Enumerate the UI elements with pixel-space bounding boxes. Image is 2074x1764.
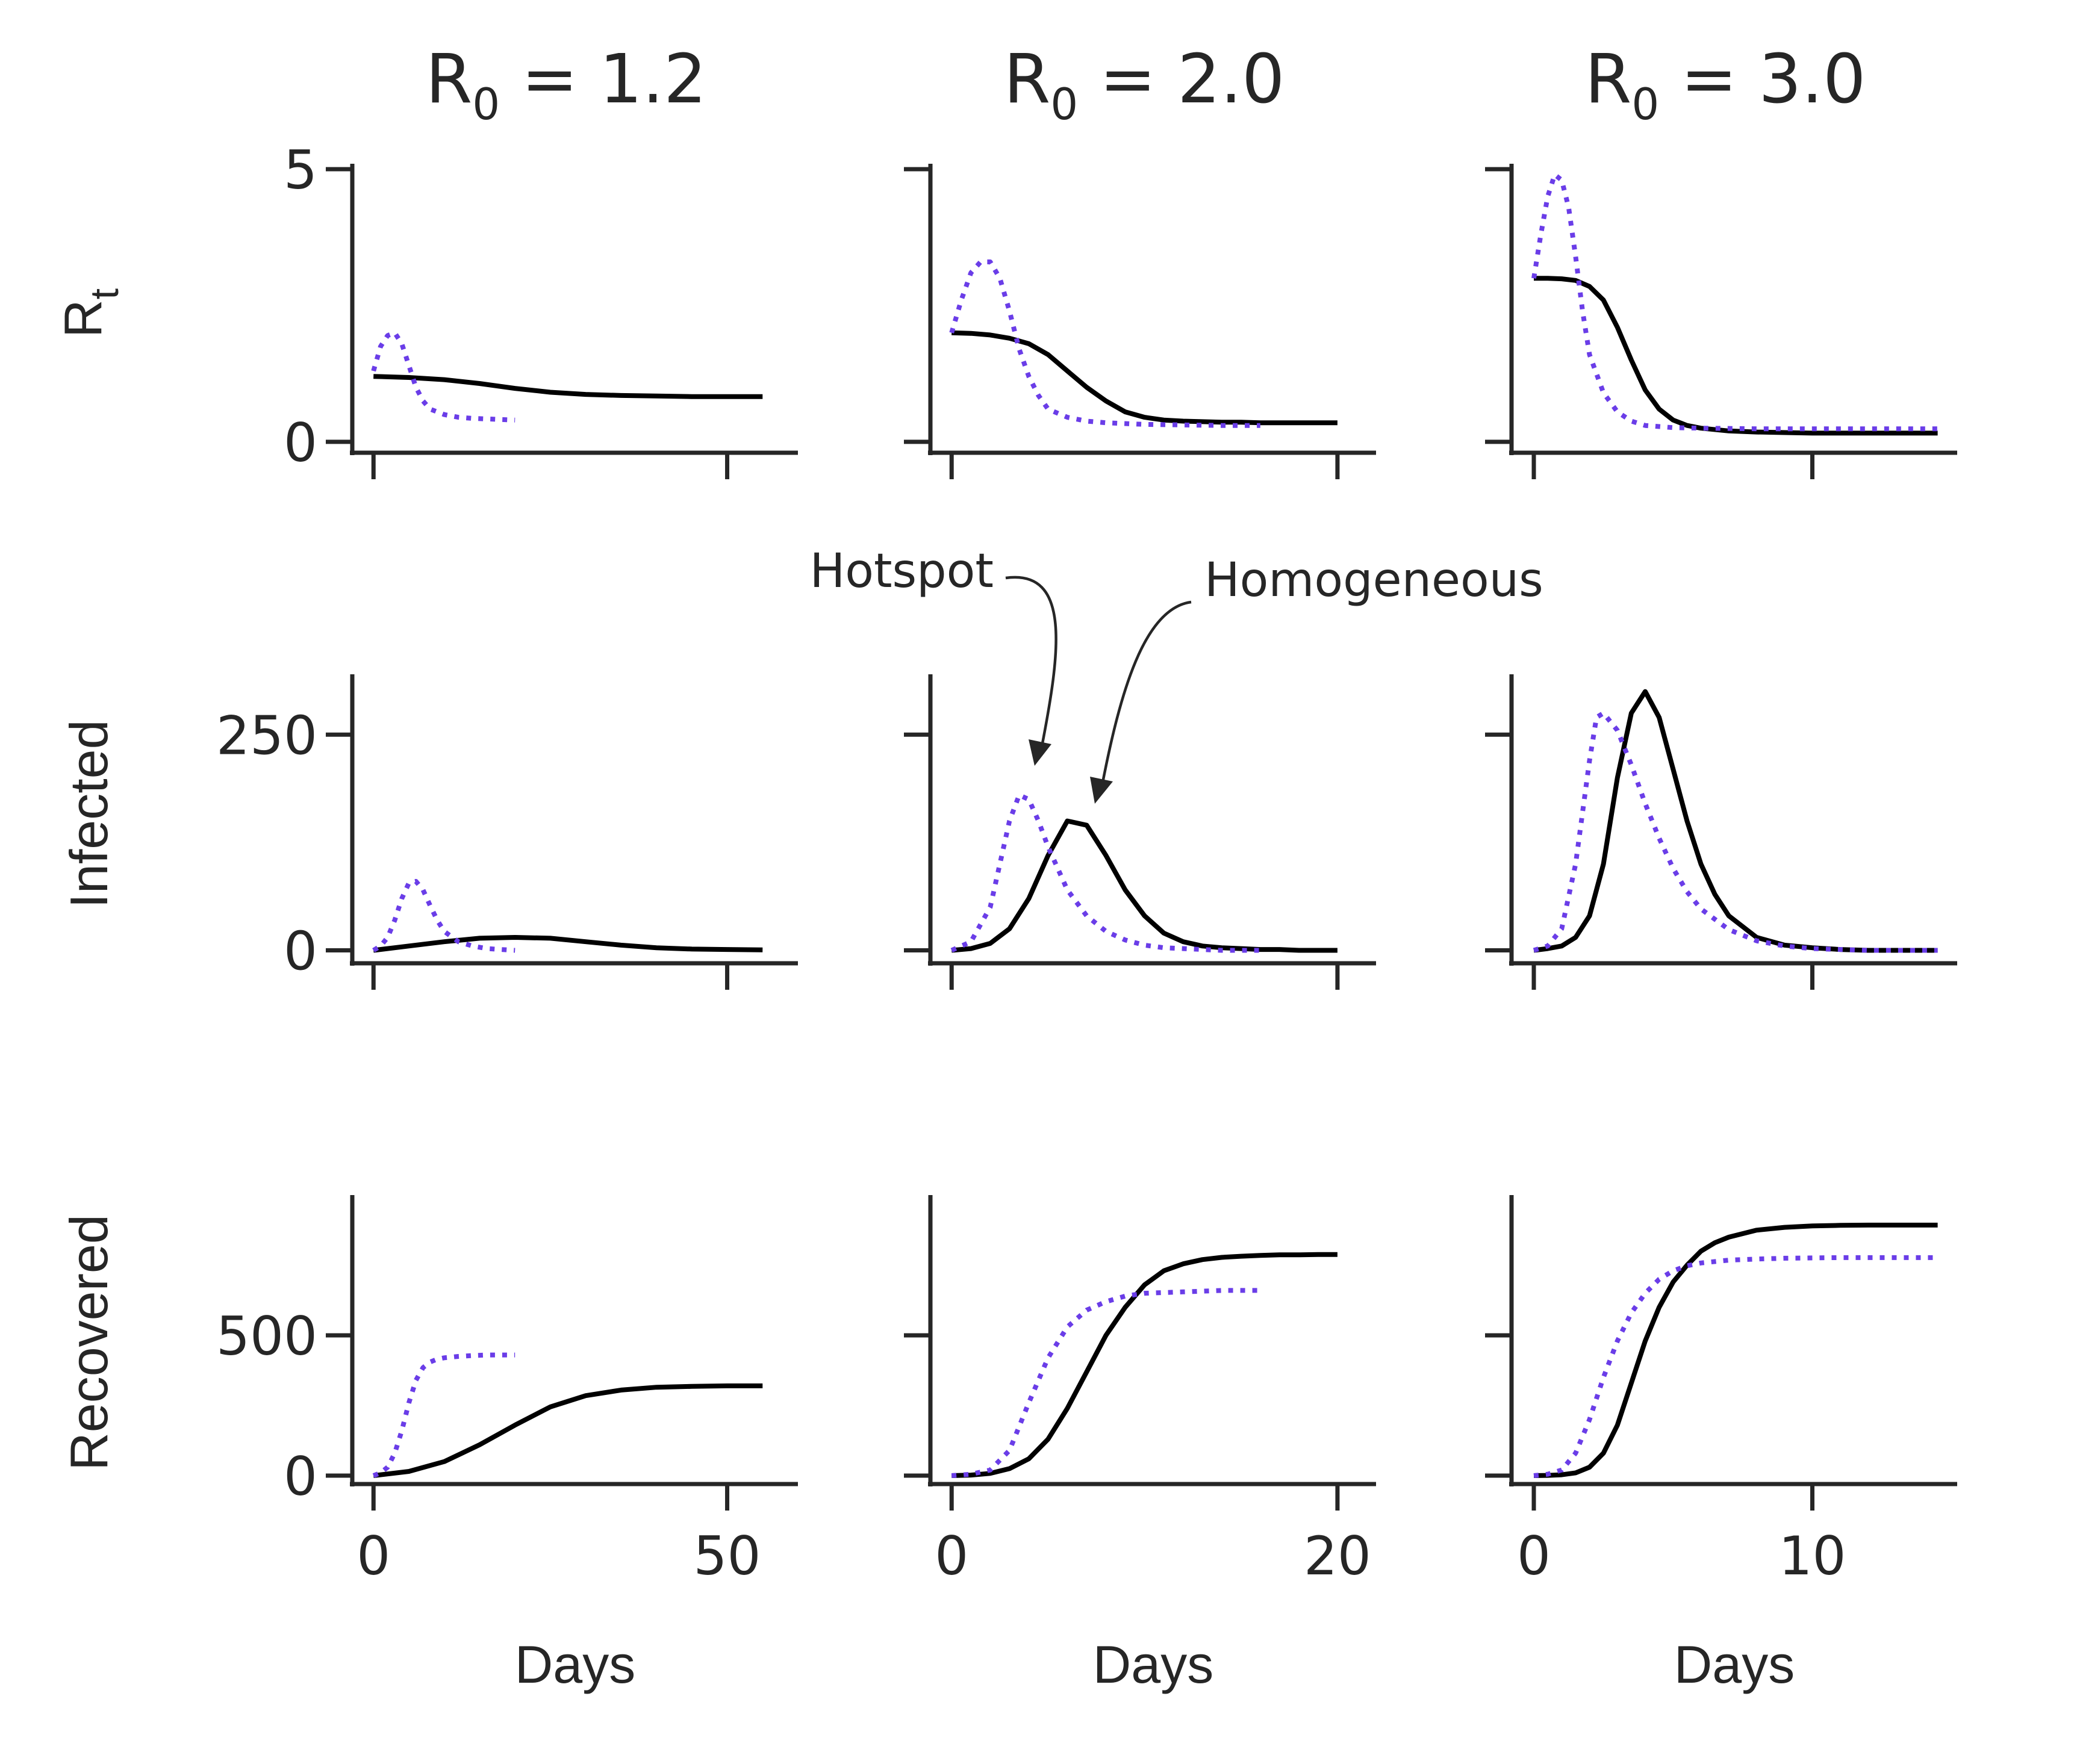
panel-r1-c2 (1485, 674, 1957, 990)
y-tick-label: 0 (284, 412, 317, 474)
series-line-hotspot (1533, 710, 1938, 953)
ylabel-recovered: Recovered (59, 1214, 119, 1471)
series-line-hotspot (372, 1352, 515, 1478)
series-line-hotspot (1531, 172, 1938, 432)
ylabel-rt: Rt (53, 288, 126, 338)
x-tick-label: 0 (935, 1525, 968, 1587)
series-line-hotspot (372, 878, 515, 953)
x-tick-label: 50 (694, 1525, 761, 1587)
x-axis-title: Days (515, 1635, 636, 1694)
y-tick-label: 0 (284, 1446, 317, 1508)
annotation-homogeneous-arrowhead (1090, 777, 1113, 804)
col-title-r0-3-0: R0 = 3.0 (1585, 40, 1866, 129)
panel-r2-c1: 0 20 Days (904, 1195, 1376, 1694)
col-title-r0-2-0: R0 = 2.0 (1004, 40, 1285, 129)
series-line-homogeneous (1533, 1222, 1938, 1478)
series-line-homogeneous (951, 818, 1338, 953)
series-line-hotspot (371, 330, 515, 423)
x-axis-title: Days (1093, 1635, 1214, 1694)
series-line-hotspot (950, 792, 1260, 953)
series-line-homogeneous (373, 935, 763, 953)
x-tick-label: 20 (1304, 1525, 1371, 1587)
x-tick-label: 0 (357, 1525, 390, 1587)
annotation-hotspot-arrowhead (1029, 739, 1051, 766)
panel-r2-c0: 0 500 0 50 Days (216, 1195, 798, 1694)
series-line-homogeneous (373, 374, 763, 399)
row-labels: Rt Infected Recovered (53, 288, 126, 1471)
panel-r2-c2: 0 10 Days (1485, 1195, 1957, 1694)
series-line-hotspot (1533, 1255, 1938, 1478)
panel-r0-c2 (1485, 164, 1957, 479)
y-tick-label: 250 (216, 704, 317, 766)
y-tick-label: 500 (216, 1305, 317, 1367)
panel-r1-c1 (904, 674, 1376, 990)
y-tick-label: 5 (284, 139, 317, 201)
panel-r0-c0: 05 (284, 139, 798, 479)
series-line-homogeneous (373, 1383, 763, 1478)
col-title-r0-1-2: R0 = 1.2 (426, 40, 707, 129)
annotation-hotspot-label: Hotspot (810, 544, 994, 598)
series-line-homogeneous (1533, 689, 1938, 953)
panel-r1-c0: 0 250 (216, 674, 798, 990)
series-line-homogeneous (951, 1252, 1338, 1478)
annotation-homogeneous-label: Homogeneous (1204, 553, 1543, 607)
y-tick-label: 0 (284, 921, 317, 983)
series-line-hotspot (949, 259, 1260, 428)
column-titles: R0 = 1.2 R0 = 2.0 R0 = 3.0 (426, 40, 1866, 129)
series-line-homogeneous (1534, 276, 1938, 436)
series-line-hotspot (951, 1288, 1260, 1478)
annotations: Hotspot Homogeneous (810, 544, 1543, 804)
panel-r0-c1 (904, 164, 1376, 479)
x-axis-title: Days (1674, 1635, 1795, 1694)
x-tick-label: 10 (1779, 1525, 1846, 1587)
ylabel-infected: Infected (59, 719, 119, 908)
series-line-homogeneous (951, 330, 1338, 426)
annotation-homogeneous-arrow (1100, 600, 1192, 786)
x-tick-label: 0 (1517, 1525, 1551, 1587)
annotation-hotspot-arrow (1005, 576, 1057, 747)
